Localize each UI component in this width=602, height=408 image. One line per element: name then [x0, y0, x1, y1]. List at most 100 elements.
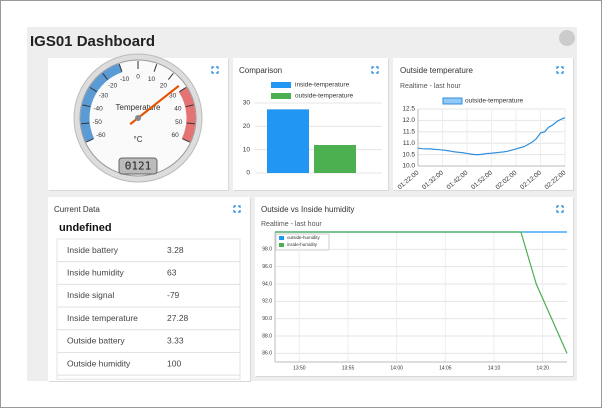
gauge-tick — [186, 122, 195, 125]
table-cell: 27.28 — [167, 313, 189, 323]
gauge-tick-label: 10 — [148, 76, 156, 83]
gauge-tick-label: 40 — [174, 105, 182, 112]
y-tick-label: 96.0 — [262, 264, 272, 270]
gauge-tick — [167, 72, 174, 80]
gauge-tick — [153, 63, 158, 72]
gauge-tick — [185, 104, 194, 108]
gauge-hub — [135, 115, 141, 121]
gauge-tick — [82, 104, 91, 108]
gauge-tick-label: 30 — [169, 93, 177, 100]
gauge-tick — [89, 86, 97, 93]
gauge-band — [80, 63, 123, 143]
table-cell: Inside battery — [67, 245, 119, 255]
legend-box — [275, 233, 330, 251]
table-row — [56, 374, 241, 380]
gauge-display — [118, 157, 158, 175]
data-line — [275, 231, 568, 354]
table-cell: 100 — [167, 358, 181, 368]
expand-icon[interactable] — [556, 66, 564, 74]
table-cell: Inside humidity — [67, 267, 124, 277]
legend-label: outside-temperature — [465, 98, 524, 105]
legend-label: inside-humidity — [287, 242, 318, 247]
gauge-tick-label: -50 — [93, 119, 103, 126]
y-tick-label: 10 — [243, 146, 251, 153]
table-cell: 63 — [167, 267, 177, 277]
legend-label: outside-temperature — [295, 93, 354, 100]
gauge-tick-label: -30 — [99, 93, 109, 100]
chart-subtitle: Realtime - last hour — [261, 221, 322, 228]
table-cell: Inside signal — [67, 290, 114, 300]
x-tick-label: 14:05 — [439, 365, 452, 371]
chart-subtitle: Realtime - last hour — [400, 83, 461, 90]
x-tick-label: 14:00 — [390, 365, 403, 371]
gauge-tick-label: -10 — [120, 76, 130, 83]
x-tick-label: 14:20 — [536, 365, 549, 371]
expand-icon[interactable] — [211, 66, 219, 74]
gauge-tick — [179, 86, 187, 93]
table-cell: 3.33 — [167, 336, 184, 346]
y-tick-label: 90.0 — [262, 316, 272, 322]
gauge-tick — [102, 72, 109, 80]
legend-swatch — [271, 93, 291, 99]
y-tick-label: 10.5 — [402, 151, 415, 158]
expand-icon[interactable] — [556, 205, 564, 213]
y-tick-label: 88.0 — [262, 333, 272, 339]
card-title: Current Data — [54, 205, 100, 214]
legend-swatch — [279, 243, 284, 247]
bar — [267, 109, 309, 173]
y-tick-label: 12.0 — [402, 117, 415, 124]
gauge-tick-label: 50 — [175, 119, 183, 126]
gauge-label: Temperature — [116, 103, 161, 112]
x-tick-label: 14:10 — [488, 365, 501, 371]
card-title: Outside temperature — [400, 66, 473, 75]
y-tick-label: 98.0 — [262, 247, 272, 253]
gauge-tick-label: 60 — [172, 132, 180, 139]
card — [233, 58, 388, 190]
card-title: Comparison — [239, 66, 282, 75]
card — [393, 58, 573, 190]
y-tick-label: 86.0 — [262, 351, 272, 357]
data-line — [417, 117, 566, 156]
gauge-display-text: 0121 — [125, 160, 152, 173]
table-cell: Outside battery — [67, 336, 125, 346]
gauge-tick — [86, 138, 94, 143]
y-tick-label: 11.5 — [403, 129, 416, 136]
dashboard-title: IGS01 Dashboard — [30, 33, 155, 50]
gauge-tick-label: 20 — [160, 83, 168, 90]
table-cell: Outside humidity — [67, 358, 131, 368]
card — [255, 197, 573, 376]
expand-icon[interactable] — [233, 205, 241, 213]
gauge-tick-label: -40 — [93, 105, 103, 112]
legend-swatch — [271, 82, 291, 88]
legend-label: outside-humidity — [287, 235, 321, 240]
y-tick-label: 10.0 — [402, 163, 415, 170]
legend-label: inside-temperature — [295, 82, 350, 89]
x-tick-label: 13:55 — [342, 365, 355, 371]
gauge-band — [178, 87, 196, 143]
bar — [314, 145, 356, 173]
legend-swatch — [279, 236, 284, 240]
card-title: Outside vs Inside humidity — [261, 205, 354, 214]
expand-icon[interactable] — [371, 66, 379, 74]
gauge-tick-label: 0 — [136, 74, 140, 81]
table-cell: 3.28 — [167, 245, 184, 255]
table-cell: Inside temperature — [67, 313, 138, 323]
y-tick-label: 92.0 — [262, 299, 272, 305]
y-tick-label: 0 — [246, 170, 250, 177]
y-tick-label: 94.0 — [262, 281, 272, 287]
y-tick-label: 12.5 — [402, 106, 415, 113]
table-subtitle: undefined — [59, 222, 112, 234]
gauge-tick-label: -20 — [108, 83, 118, 90]
table-cell: -79 — [167, 290, 180, 300]
menu-button[interactable] — [559, 30, 575, 46]
gauge-unit: °C — [134, 135, 143, 144]
legend-swatch — [442, 97, 463, 105]
y-tick-label: 20 — [243, 123, 251, 130]
y-tick-label: 30 — [243, 100, 251, 107]
gauge-tick — [81, 122, 90, 125]
gauge-tick — [182, 138, 190, 143]
y-tick-label: 11.0 — [403, 140, 416, 147]
x-tick-label: 13:50 — [293, 365, 306, 371]
gauge-tick — [118, 63, 123, 72]
